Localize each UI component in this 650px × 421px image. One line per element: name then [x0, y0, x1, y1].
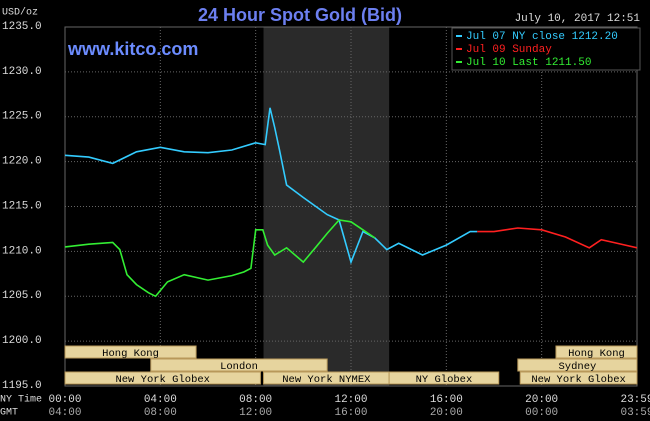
- y-tick-label: 1230.0: [2, 66, 42, 78]
- y-tick-label: 1200.0: [2, 335, 42, 347]
- timestamp: July 10, 2017 12:51: [515, 13, 641, 25]
- session-label: Hong Kong: [102, 348, 159, 360]
- series-line: [64, 219, 376, 298]
- y-tick-label: 1215.0: [2, 200, 42, 212]
- legend-label: Jul 10 Last 1211.50: [466, 57, 591, 69]
- watermark: www.kitco.com: [67, 39, 198, 59]
- session-bar: [64, 345, 197, 359]
- x-tick-label-gmt: 20:00: [430, 407, 463, 419]
- x-tick-label: 12:00: [334, 394, 367, 406]
- x-tick-label-gmt: 04:00: [48, 407, 81, 419]
- y-tick-label: 1235.0: [2, 21, 42, 33]
- y-tick-label: 1205.0: [2, 290, 42, 302]
- x-row-label: GMT: [0, 408, 18, 419]
- session-bar: [150, 358, 328, 372]
- x-tick-label: 00:00: [48, 394, 81, 406]
- x-tick-label: 08:00: [239, 394, 272, 406]
- x-tick-label: 20:00: [525, 394, 558, 406]
- session-label: Sydney: [559, 361, 597, 373]
- x-tick-label-gmt: 03:59: [620, 407, 650, 419]
- session-label: NY Globex: [416, 374, 473, 386]
- y-axis-label: USD/oz: [2, 7, 38, 19]
- session-bar: [555, 345, 638, 359]
- x-tick-label: 04:00: [144, 394, 177, 406]
- session-bar: [64, 371, 261, 385]
- x-tick-label-gmt: 08:00: [144, 407, 177, 419]
- session-bar: [517, 358, 638, 372]
- legend-label: Jul 07 NY close 1212.20: [466, 31, 618, 43]
- session-label: New York Globex: [115, 374, 210, 386]
- plot-area: [64, 26, 638, 387]
- y-tick-label: 1210.0: [2, 245, 42, 257]
- legend-box: [451, 27, 641, 71]
- x-tick-label-gmt: 16:00: [334, 407, 367, 419]
- legend-label: Jul 09 Sunday: [466, 44, 552, 56]
- series-line: [477, 227, 638, 249]
- x-tick-label: 23:59: [620, 394, 650, 406]
- y-tick-label: 1220.0: [2, 156, 42, 168]
- x-tick-label: 16:00: [430, 394, 463, 406]
- session-bar: [388, 371, 500, 385]
- x-row-label: NY Time: [0, 394, 42, 406]
- series-line: [64, 107, 478, 265]
- chart-title: 24 Hour Spot Gold (Bid): [198, 5, 402, 25]
- session-label: Hong Kong: [568, 348, 625, 360]
- x-tick-label-gmt: 00:00: [525, 407, 558, 419]
- session-label: London: [220, 361, 258, 373]
- x-tick-label-gmt: 12:00: [239, 407, 272, 419]
- y-tick-label: 1195.0: [2, 380, 42, 392]
- y-tick-label: 1225.0: [2, 111, 42, 123]
- session-label: New York Globex: [531, 374, 626, 386]
- session-bar: [519, 371, 638, 385]
- session-label: New York NYMEX: [282, 374, 371, 386]
